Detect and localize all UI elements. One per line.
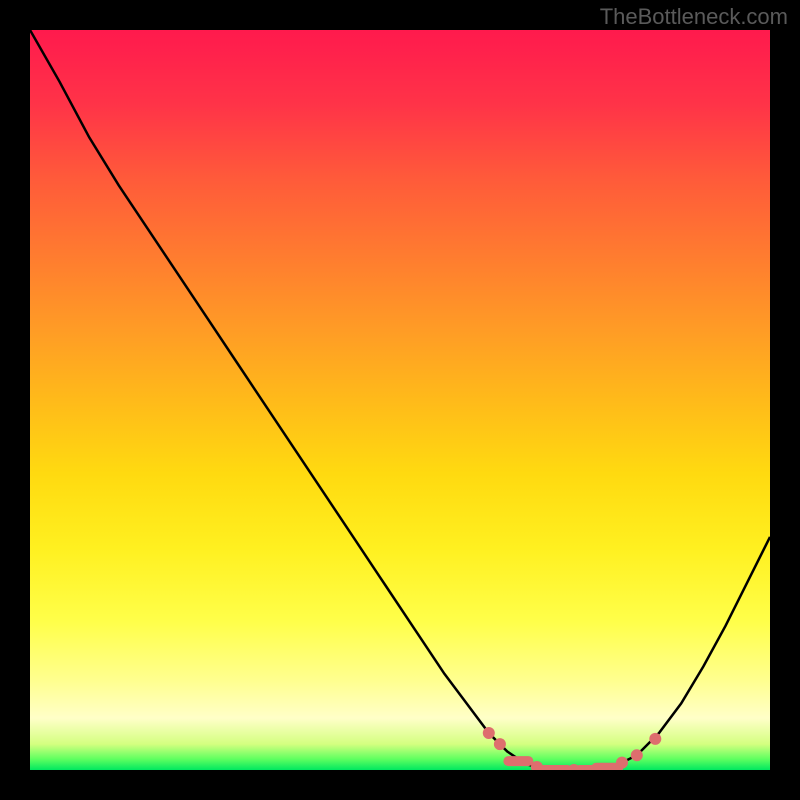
curve-layer [30,30,770,770]
valley-dot [494,738,506,750]
valley-markers-group [483,727,662,770]
valley-dot [483,727,495,739]
bottleneck-curve [30,30,770,770]
valley-dot [631,749,643,761]
valley-dot [616,757,628,769]
plot-area [30,30,770,770]
watermark-text: TheBottleneck.com [600,4,788,30]
valley-dot [649,733,661,745]
